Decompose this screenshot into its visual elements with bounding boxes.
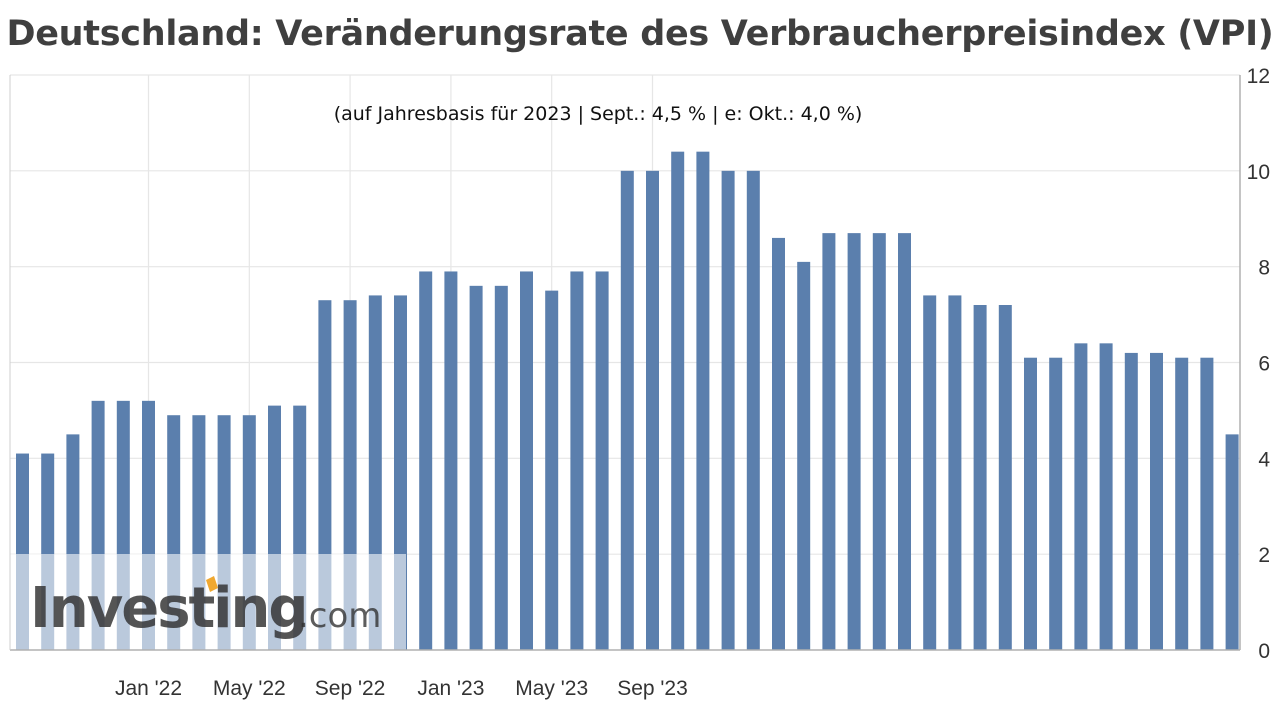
bar bbox=[520, 271, 533, 650]
bar bbox=[872, 233, 886, 650]
x-tick-label: May '22 bbox=[213, 677, 286, 700]
bar bbox=[696, 151, 710, 650]
bar bbox=[545, 290, 559, 650]
bar bbox=[444, 271, 458, 650]
chart-title: Deutschland: Veränderungsrate des Verbra… bbox=[6, 14, 1274, 54]
bar bbox=[923, 295, 937, 650]
watermark-band bbox=[10, 554, 406, 650]
bar bbox=[998, 305, 1012, 650]
bar bbox=[469, 285, 483, 650]
y-tick-label: 10 bbox=[1247, 161, 1270, 184]
bar bbox=[898, 233, 911, 650]
y-tick-label: 0 bbox=[1258, 640, 1270, 663]
x-tick-label: Sep '23 bbox=[617, 677, 688, 700]
x-tick-label: Jan '23 bbox=[417, 677, 484, 700]
y-tick-labels: 0 2 4 6 8 10 12 bbox=[1247, 65, 1271, 663]
y-tick-label: 2 bbox=[1258, 544, 1270, 567]
watermark-brand: Investing bbox=[30, 576, 306, 641]
bar bbox=[1074, 343, 1088, 650]
bar bbox=[721, 170, 735, 651]
bar bbox=[797, 261, 811, 650]
bar bbox=[1200, 357, 1214, 650]
bar bbox=[494, 285, 508, 650]
x-tick-label: Sep '22 bbox=[315, 677, 386, 700]
bar bbox=[1150, 352, 1163, 650]
bar bbox=[746, 170, 760, 651]
bar bbox=[1049, 357, 1063, 650]
watermark-suffix: .com bbox=[298, 596, 381, 636]
bar bbox=[772, 237, 785, 650]
axes bbox=[9, 75, 1241, 651]
bar bbox=[847, 233, 861, 650]
bar bbox=[671, 151, 685, 650]
bar bbox=[419, 271, 433, 650]
y-tick-label: 6 bbox=[1258, 353, 1270, 376]
bar bbox=[595, 271, 609, 650]
bar bbox=[570, 271, 584, 650]
bar bbox=[1124, 352, 1138, 650]
watermark: Investing .com bbox=[10, 554, 406, 650]
bar bbox=[1024, 357, 1037, 650]
bar bbox=[1175, 357, 1189, 650]
x-tick-labels: Jan '22 May '22 Sep '22 Jan '23 May '23 Sep '… bbox=[115, 677, 688, 700]
chart-subtitle: (auf Jahresbasis für 2023 | Sept.: 4,5 %… bbox=[334, 103, 863, 125]
bar bbox=[973, 305, 987, 650]
watermark-accent-icon bbox=[206, 576, 218, 592]
bar bbox=[620, 170, 634, 651]
bar bbox=[822, 233, 836, 650]
bar bbox=[948, 295, 962, 650]
bar bbox=[1225, 434, 1239, 650]
x-tick-label: Jan '22 bbox=[115, 677, 182, 700]
x-tick-label: May '23 bbox=[515, 677, 588, 700]
bar bbox=[1099, 343, 1113, 650]
y-tick-label: 12 bbox=[1247, 65, 1270, 88]
bar bbox=[646, 170, 659, 651]
y-tick-label: 4 bbox=[1258, 448, 1270, 471]
y-tick-label: 8 bbox=[1258, 257, 1270, 280]
